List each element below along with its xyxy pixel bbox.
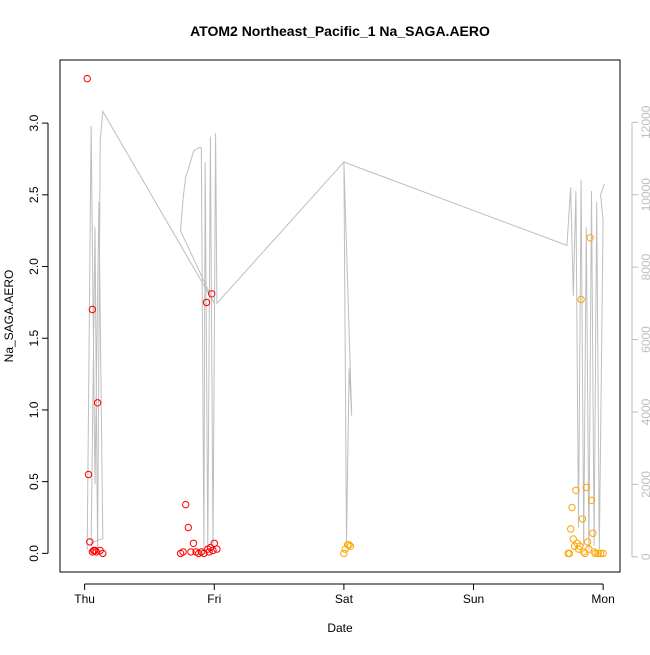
right-y-axis: 0 2000 4000 6000 8000 10000 12000	[631, 105, 650, 560]
right-y-tick-label: 2000	[639, 471, 650, 498]
data-point-orange	[578, 515, 587, 523]
data-point-orange	[569, 535, 577, 543]
data-point-red	[184, 523, 193, 532]
y-axis: 0.0 0.5 1.0 1.5 2.0 2.5 3.0	[27, 114, 49, 562]
x-tick-label: Thu	[74, 592, 95, 606]
data-point-orange	[589, 529, 597, 537]
right-y-tick-label: 0	[639, 553, 650, 560]
data-point-orange	[596, 549, 605, 558]
data-point-orange	[587, 496, 596, 504]
data-point-red	[202, 298, 211, 307]
data-point-red	[179, 548, 187, 556]
data-point-red	[187, 548, 195, 556]
data-point-red	[200, 549, 208, 558]
altitude-line-layer	[86, 109, 605, 554]
data-point-red	[83, 74, 91, 83]
data-point-red	[88, 305, 97, 314]
chart-title: ATOM2 Northeast_Pacific_1 Na_SAGA.AERO	[190, 23, 490, 39]
data-point-red	[189, 539, 198, 547]
data-point-red	[205, 548, 213, 556]
data-point-orange	[340, 549, 348, 558]
right-y-tick-label: 8000	[639, 253, 650, 280]
y-tick-label: 1.5	[27, 330, 41, 347]
data-point-orange	[576, 542, 584, 550]
y-tick-label: 0.5	[27, 473, 41, 490]
data-point-orange	[581, 549, 589, 558]
data-point-orange	[583, 538, 592, 546]
data-point-orange	[568, 503, 576, 512]
data-point-orange	[577, 295, 585, 304]
altitude-line	[86, 109, 605, 554]
x-tick-label: Sun	[463, 592, 484, 606]
plot-frame	[59, 59, 621, 573]
y-tick-label: 2.0	[27, 258, 41, 275]
data-point-red	[213, 545, 221, 553]
right-y-tick-label: 10000	[639, 178, 650, 212]
data-point-orange	[586, 234, 594, 242]
data-point-orange	[565, 549, 574, 558]
data-point-red	[91, 546, 99, 555]
right-y-tick-label: 12000	[639, 105, 650, 139]
right-y-tick-label: 6000	[639, 326, 650, 353]
points-layer	[83, 74, 607, 558]
data-point-red	[208, 290, 216, 298]
y-tick-label: 0.0	[27, 545, 41, 562]
data-point-red	[86, 538, 94, 546]
data-point-red	[99, 549, 107, 558]
x-tick-label: Sat	[335, 592, 354, 606]
x-tick-label: Mon	[591, 592, 614, 606]
data-point-orange	[582, 483, 590, 492]
data-point-orange	[591, 549, 600, 558]
x-tick-label: Fri	[207, 592, 221, 606]
y-tick-label: 3.0	[27, 114, 41, 131]
y-tick-label: 2.5	[27, 186, 41, 203]
data-point-red	[182, 500, 190, 509]
data-point-orange	[567, 525, 575, 533]
x-axis: Thu Fri Sat Sun Mon	[74, 583, 615, 606]
y-tick-label: 1.0	[27, 401, 41, 418]
data-point-orange	[345, 541, 353, 549]
x-axis-label: Date	[327, 621, 353, 635]
data-point-red	[84, 470, 93, 479]
data-point-red	[93, 399, 102, 407]
data-point-orange	[572, 486, 580, 494]
right-y-tick-label: 4000	[639, 398, 650, 425]
y-axis-label: Na_SAGA.AERO	[2, 270, 16, 363]
data-point-orange	[599, 549, 607, 558]
data-point-orange	[594, 549, 602, 558]
data-point-orange	[346, 542, 355, 550]
